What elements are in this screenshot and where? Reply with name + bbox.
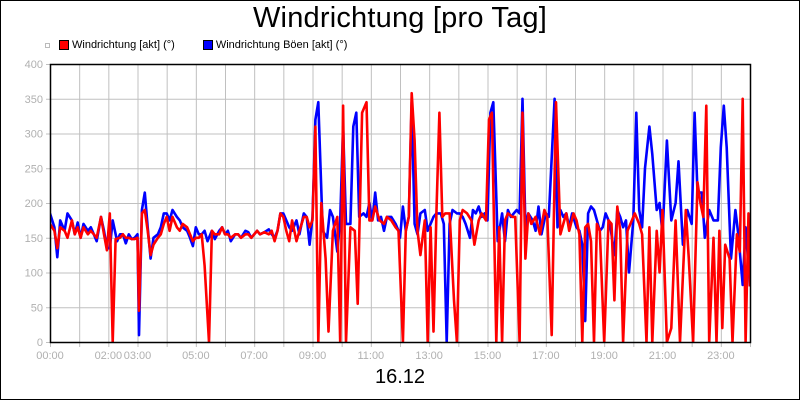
legend-toggle-icon[interactable] [45, 42, 50, 48]
x-tick-label: 03:00 [124, 350, 152, 362]
x-tick-label: 05:00 [182, 350, 210, 362]
chart-legend: Windrichtung [akt] (°) Windrichtung Böen… [45, 38, 375, 52]
x-tick-label: 15:00 [474, 350, 502, 362]
legend-item-windrichtung[interactable]: Windrichtung [akt] (°) [59, 39, 175, 51]
y-tick-label: 250 [25, 163, 43, 175]
y-tick-label: 50 [31, 302, 43, 314]
y-tick-label: 200 [25, 198, 43, 210]
y-tick-label: 100 [25, 268, 43, 280]
y-tick-label: 400 [25, 59, 43, 71]
series-line [50, 97, 750, 342]
x-tick-label: 13:00 [415, 350, 443, 362]
x-tick-label: 17:00 [532, 350, 560, 362]
x-tick-label: 11:00 [357, 350, 384, 362]
y-tick-label: 300 [25, 129, 43, 141]
x-tick-label: 21:00 [649, 350, 677, 362]
legend-item-windrichtung-boeen[interactable]: Windrichtung Böen [akt] (°) [202, 39, 348, 51]
legend-swatch-red-icon [59, 40, 69, 50]
x-tick-label: 19:00 [590, 350, 618, 362]
y-tick-label: 0 [37, 337, 43, 349]
plot-border [49, 63, 752, 344]
legend-label: Windrichtung Böen [akt] (°) [215, 39, 348, 51]
y-tick-label: 350 [25, 94, 43, 106]
x-tick-label: 07:00 [240, 350, 268, 362]
x-tick-label: 23:00 [707, 350, 735, 362]
y-tick-label: 150 [25, 233, 43, 245]
series-line [50, 91, 750, 342]
chart-title: Windrichtung [pro Tag] [252, 2, 548, 34]
legend-label: Windrichtung [akt] (°) [72, 39, 175, 51]
date-label: 16.12 [374, 366, 426, 388]
x-tick-label: 02:00 [95, 350, 123, 362]
x-tick-label: 09:00 [299, 350, 327, 362]
x-tick-label: 00:00 [36, 350, 64, 362]
legend-swatch-blue-icon [202, 40, 213, 50]
